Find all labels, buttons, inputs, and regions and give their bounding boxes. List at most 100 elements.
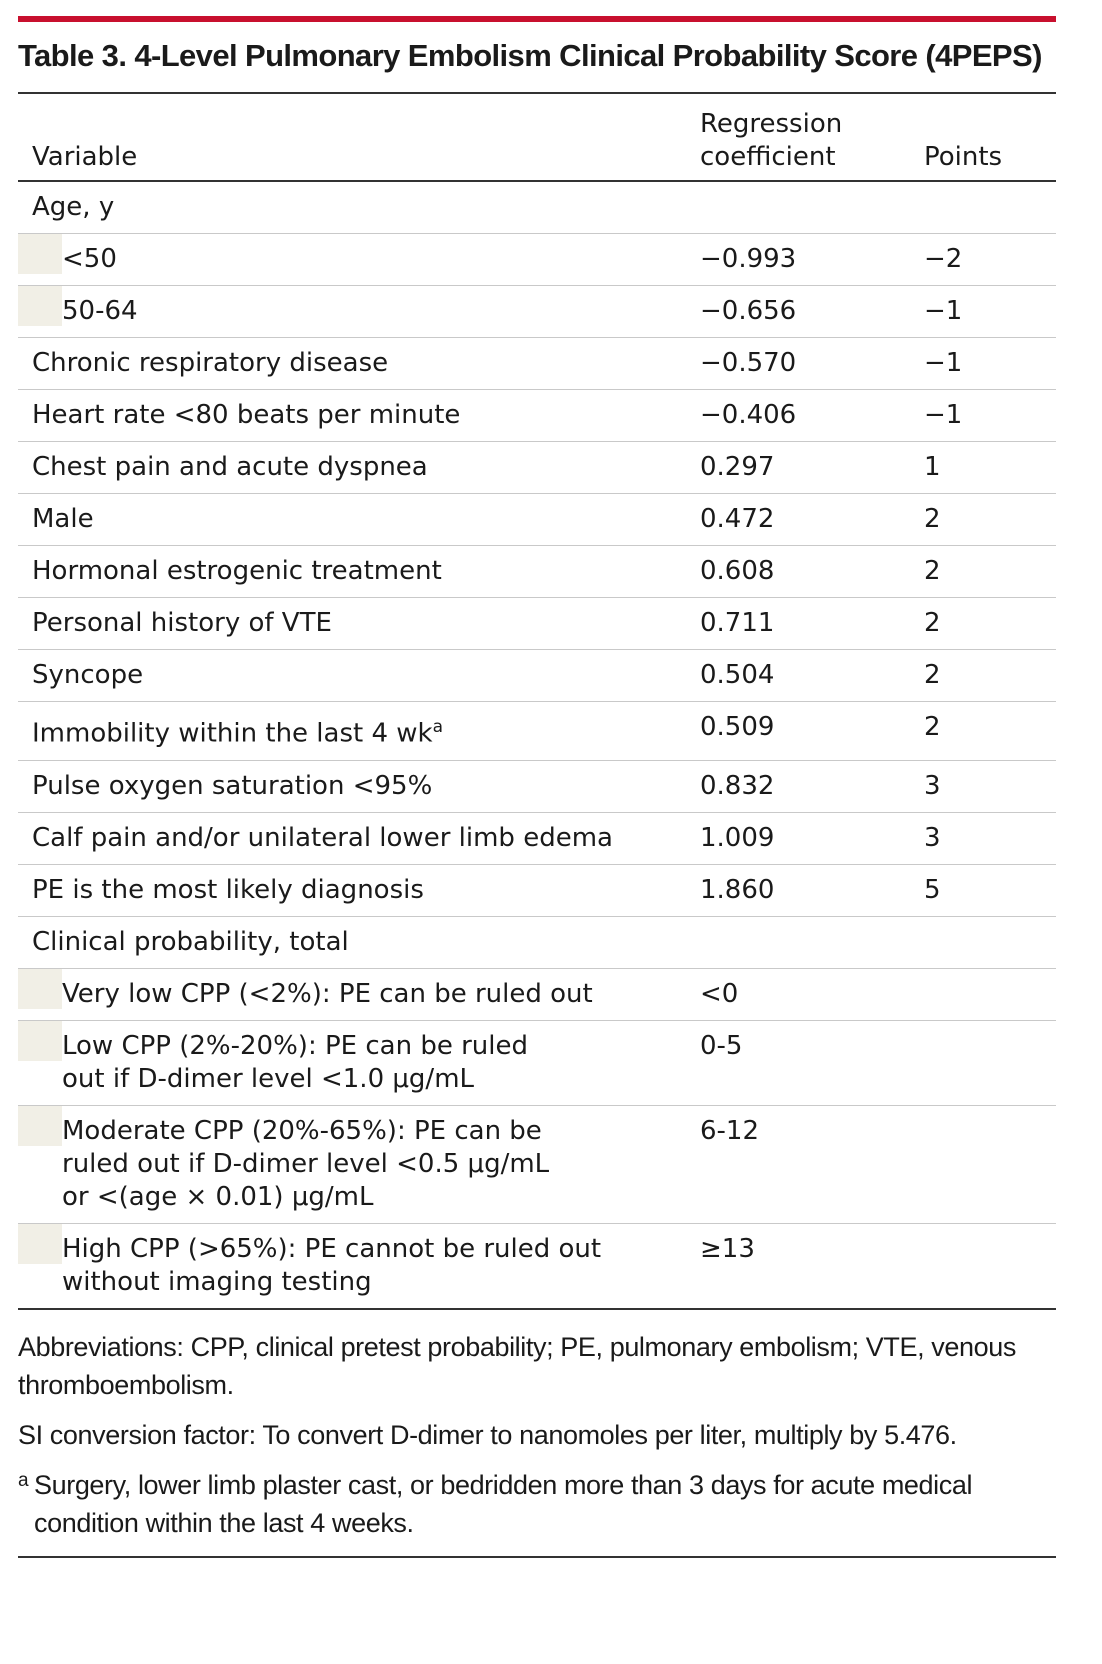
table-row: Personal history of VTE 0.711 2	[18, 597, 1056, 650]
variable-cell: Syncope	[18, 649, 700, 702]
header-coefficient: Regression coefficient	[700, 94, 924, 182]
table-row: Syncope 0.504 2	[18, 649, 1056, 702]
variable-label: Age, y	[32, 192, 115, 222]
table-notes: Abbreviations: CPP, clinical pretest pro…	[18, 1328, 1056, 1542]
points-cell	[924, 916, 1056, 969]
coefficient-cell	[700, 181, 924, 234]
bottom-divider	[18, 1555, 1056, 1558]
table-title: Table 3. 4-Level Pulmonary Embolism Clin…	[18, 38, 1042, 73]
variable-cell: Hormonal estrogenic treatment	[18, 545, 700, 598]
table-row: Age, y	[18, 181, 1056, 234]
variable-label: Personal history of VTE	[32, 608, 332, 638]
variable-cell: Personal history of VTE	[18, 597, 700, 650]
accent-rule	[18, 16, 1056, 22]
variable-label: Heart rate <80 beats per minute	[32, 400, 461, 430]
table-row: Low CPP (2%-20%): PE can be ruled out if…	[18, 1020, 1056, 1106]
variable-cell: Clinical probability, total	[18, 916, 700, 969]
coefficient-cell: 6-12	[700, 1105, 924, 1224]
variable-cell: Calf pain and/or unilateral lower limb e…	[18, 812, 700, 865]
variable-label: Chest pain and acute dyspnea	[32, 452, 428, 482]
variable-cell: Chest pain and acute dyspnea	[18, 441, 700, 494]
variable-label: Clinical probability, total	[32, 926, 349, 957]
table-row: Heart rate <80 beats per minute −0.406 −1	[18, 389, 1056, 442]
table-row: Chest pain and acute dyspnea 0.297 1	[18, 441, 1056, 494]
variable-label: Syncope	[32, 660, 144, 690]
variable-label: Immobility within the last 4 wk	[32, 718, 433, 749]
table-row: Clinical probability, total	[18, 916, 1056, 969]
points-cell: 2	[924, 701, 1056, 761]
header-coefficient-line2: coefficient	[700, 142, 836, 172]
table-row: PE is the most likely diagnosis 1.860 5	[18, 864, 1056, 917]
variable-cell: Pulse oxygen saturation <95%	[18, 760, 700, 813]
points-cell: −1	[924, 337, 1056, 390]
header-variable: Variable	[18, 94, 700, 182]
table-row: Chronic respiratory disease −0.570 −1	[18, 337, 1056, 390]
coefficient-cell: 0.608	[700, 545, 924, 598]
points-cell: −2	[924, 233, 1056, 286]
indent-shade	[18, 1020, 62, 1061]
coefficient-cell	[700, 916, 924, 969]
coefficient-cell: 0.297	[700, 441, 924, 494]
header-row: Variable Regression coefficient Points	[18, 94, 1056, 182]
variable-label: Male	[32, 504, 94, 534]
points-cell	[924, 968, 1056, 1021]
header-coefficient-line1: Regression	[700, 109, 843, 139]
coefficient-cell: ≥13	[700, 1223, 924, 1310]
variable-label: Very low CPP (<2%): PE can be ruled out	[62, 978, 593, 1009]
coefficient-cell: 0-5	[700, 1020, 924, 1106]
coefficient-cell: 1.860	[700, 864, 924, 917]
coefficient-cell: 0.509	[700, 701, 924, 761]
points-cell	[924, 1020, 1056, 1106]
variable-label: Pulse oxygen saturation <95%	[32, 770, 433, 801]
table-row: Hormonal estrogenic treatment 0.608 2	[18, 545, 1056, 598]
table-row: Immobility within the last 4 wka 0.509 2	[18, 701, 1056, 761]
variable-label: 50-64	[62, 296, 138, 326]
variable-label: High CPP (>65%): PE cannot be ruled out …	[62, 1233, 602, 1297]
points-cell	[924, 181, 1056, 234]
variable-label: Low CPP (2%-20%): PE can be ruled out if…	[62, 1030, 528, 1094]
variable-label: Chronic respiratory disease	[32, 348, 389, 378]
coefficient-cell: 0.711	[700, 597, 924, 650]
table-row: Pulse oxygen saturation <95% 0.832 3	[18, 760, 1056, 813]
table-row: 50-64 −0.656 −1	[18, 285, 1056, 338]
abbreviations-note: Abbreviations: CPP, clinical pretest pro…	[18, 1331, 1016, 1400]
variable-label: PE is the most likely diagnosis	[32, 874, 424, 905]
points-cell: 3	[924, 812, 1056, 865]
si-conversion-note: SI conversion factor: To convert D-dimer…	[18, 1419, 957, 1450]
variable-cell: Moderate CPP (20%-65%): PE can be ruled …	[18, 1105, 700, 1224]
table-row: <50 −0.993 −2	[18, 233, 1056, 286]
variable-cell: PE is the most likely diagnosis	[18, 864, 700, 917]
points-cell: −1	[924, 285, 1056, 338]
variable-cell: Heart rate <80 beats per minute	[18, 389, 700, 442]
points-cell: 1	[924, 441, 1056, 494]
points-cell	[924, 1223, 1056, 1310]
indent-shade	[18, 1223, 62, 1264]
table-body: Age, y <50 −0.993 −2 50-64 −0.656 −1 Chronic re…	[18, 181, 1056, 1310]
coefficient-cell: −0.406	[700, 389, 924, 442]
variable-cell: <50	[18, 233, 700, 286]
coefficient-cell: 1.009	[700, 812, 924, 865]
coefficient-cell: 0.472	[700, 493, 924, 546]
points-cell: 2	[924, 545, 1056, 598]
score-table: Variable Regression coefficient Points A…	[18, 94, 1056, 1310]
table-page: Table 3. 4-Level Pulmonary Embolism Clin…	[18, 16, 1056, 1558]
table-row: Moderate CPP (20%-65%): PE can be ruled …	[18, 1105, 1056, 1224]
table-row: High CPP (>65%): PE cannot be ruled out …	[18, 1223, 1056, 1310]
points-cell: 2	[924, 493, 1056, 546]
coefficient-cell: −0.993	[700, 233, 924, 286]
variable-cell: High CPP (>65%): PE cannot be ruled out …	[18, 1223, 700, 1310]
coefficient-cell: −0.570	[700, 337, 924, 390]
points-cell: 2	[924, 597, 1056, 650]
variable-cell: Male	[18, 493, 700, 546]
variable-label: Moderate CPP (20%-65%): PE can be ruled …	[62, 1115, 550, 1212]
points-cell: 3	[924, 760, 1056, 813]
points-cell: 2	[924, 649, 1056, 702]
footnote: a Surgery, lower limb plaster cast, or b…	[18, 1466, 1056, 1542]
title-divider	[18, 92, 1056, 94]
footnote-superscript: a	[432, 717, 444, 737]
coefficient-cell: <0	[700, 968, 924, 1021]
variable-label: Calf pain and/or unilateral lower limb e…	[32, 822, 613, 853]
points-cell	[924, 1105, 1056, 1224]
footnote-mark: a	[18, 1469, 29, 1491]
variable-cell: Chronic respiratory disease	[18, 337, 700, 390]
